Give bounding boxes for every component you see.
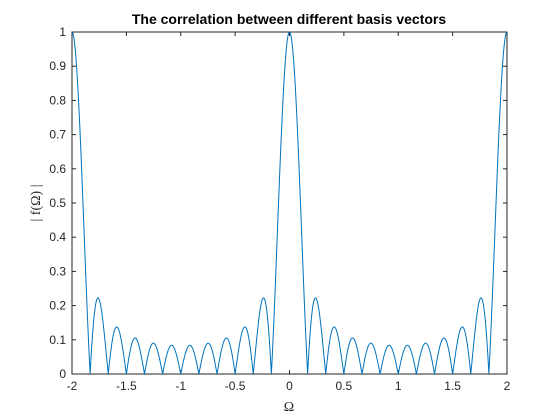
x-tick-label: 0 bbox=[286, 379, 293, 393]
series-line bbox=[71, 31, 508, 376]
y-tick-label: 0.1 bbox=[49, 333, 66, 347]
y-tick-label: 0.5 bbox=[49, 196, 66, 210]
x-tick-label: -1 bbox=[175, 379, 186, 393]
chart-title: The correlation between different basis … bbox=[132, 11, 447, 27]
x-tick-label: 1.5 bbox=[444, 379, 461, 393]
x-tick-label: -2 bbox=[67, 379, 78, 393]
y-tick-label: 0 bbox=[59, 367, 66, 381]
y-tick-label: 0.2 bbox=[49, 299, 66, 313]
y-tick-label: 0.8 bbox=[49, 93, 66, 107]
y-tick-label: 0.4 bbox=[49, 230, 66, 244]
x-tick-label: -0.5 bbox=[225, 379, 246, 393]
y-tick-label: 0.7 bbox=[49, 128, 66, 142]
y-axis-label: | f(Ω) | bbox=[29, 185, 44, 222]
x-tick-label: 0.5 bbox=[336, 379, 353, 393]
x-tick-label: 2 bbox=[504, 379, 511, 393]
x-tick-label: 1 bbox=[395, 379, 402, 393]
y-axis: 0 0.1 0.2 0.3 0.4 0.5 0.6 0.7 0.8 0.9 1 bbox=[49, 25, 507, 381]
plot-area bbox=[71, 31, 508, 375]
y-tick-label: 0.3 bbox=[49, 264, 66, 278]
y-tick-label: 1 bbox=[59, 25, 66, 39]
y-tick-label: 0.6 bbox=[49, 162, 66, 176]
x-axis-label: Ω bbox=[284, 400, 294, 415]
x-tick-label: -1.5 bbox=[116, 379, 137, 393]
y-tick-label: 0.9 bbox=[49, 59, 66, 73]
x-axis: -2 -1.5 -1 -0.5 0 0.5 1 1.5 2 bbox=[67, 32, 511, 393]
